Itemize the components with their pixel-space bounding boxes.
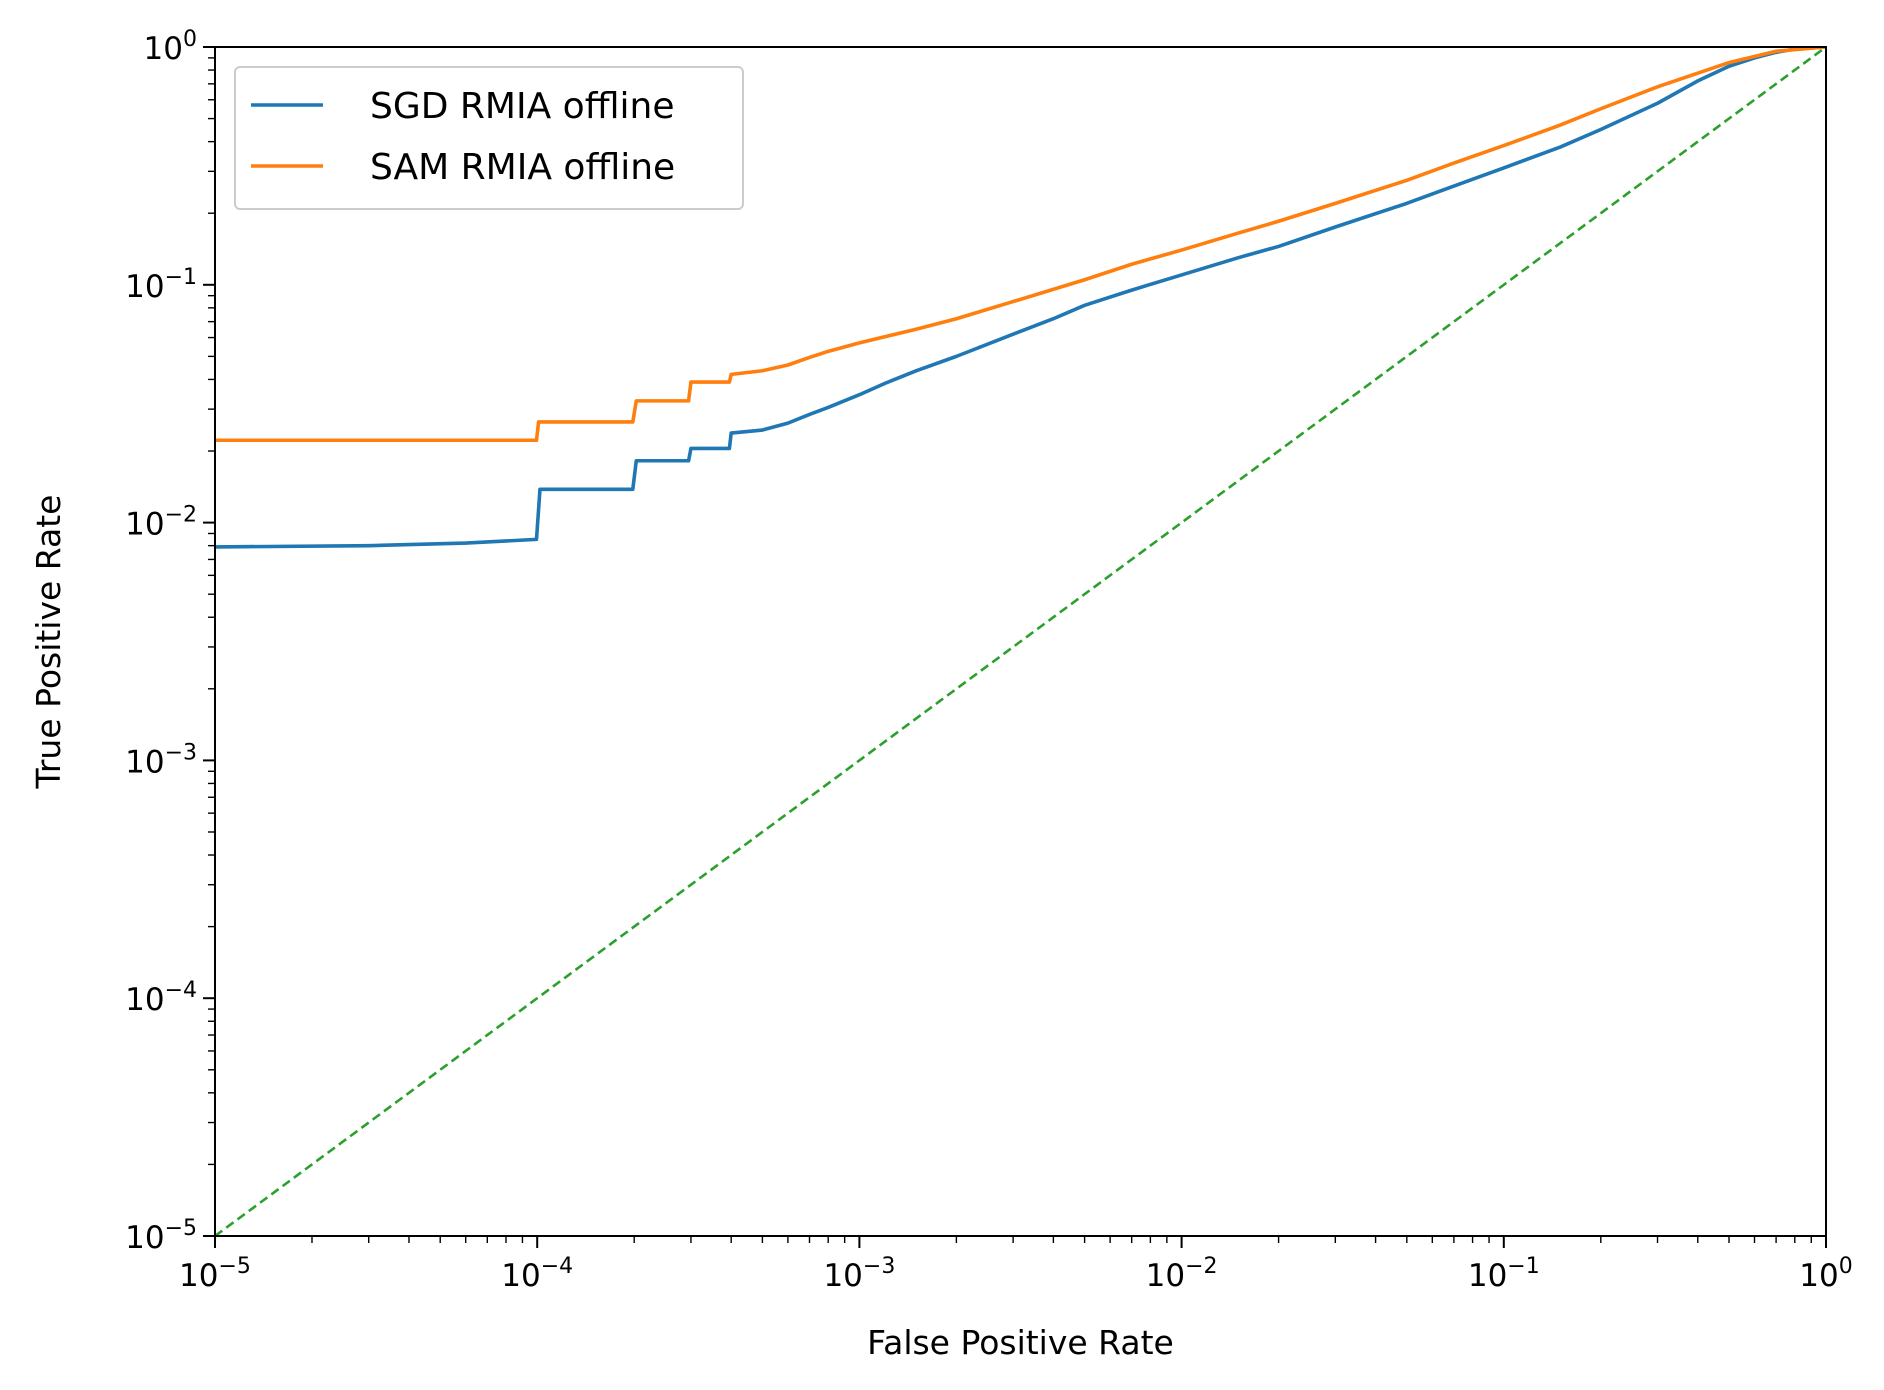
x-tick-label: 10−3 bbox=[823, 1254, 895, 1294]
y-axis: 10−5 10−4 10−3 10−2 10−1 100 bbox=[125, 27, 215, 1256]
x-axis: 10−5 10−4 10−3 10−2 10−1 100 bbox=[179, 1236, 1853, 1294]
y-tick-label: 10−1 bbox=[125, 265, 197, 305]
legend-label: SGD RMIA offline bbox=[370, 86, 674, 127]
series-line-sam-rmia-offline bbox=[215, 47, 1826, 443]
x-tick-label: 10−5 bbox=[179, 1254, 251, 1294]
plot-frame bbox=[214, 46, 1827, 1237]
x-tick-label: 100 bbox=[1799, 1254, 1852, 1294]
y-axis-label: True Positive Rate bbox=[29, 495, 68, 790]
series-line-sgd-rmia-offline bbox=[215, 47, 1826, 549]
legend: SGD RMIA offline SAM RMIA offline bbox=[234, 66, 744, 210]
y-tick-label: 10−2 bbox=[125, 503, 197, 543]
series-layer bbox=[215, 47, 1826, 1236]
x-tick-label: 10−4 bbox=[501, 1254, 573, 1294]
y-tick-label: 10−3 bbox=[125, 740, 197, 780]
x-axis-label: False Positive Rate bbox=[867, 1323, 1174, 1362]
y-tick-label: 100 bbox=[144, 27, 197, 67]
x-tick-label: 10−1 bbox=[1468, 1254, 1540, 1294]
y-tick-label: 10−5 bbox=[125, 1216, 197, 1256]
chance-diagonal-line bbox=[215, 47, 1826, 1236]
y-tick-label: 10−4 bbox=[125, 978, 197, 1018]
legend-box bbox=[234, 66, 744, 210]
legend-label: SAM RMIA offline bbox=[370, 147, 675, 188]
x-tick-label: 10−2 bbox=[1146, 1254, 1218, 1294]
